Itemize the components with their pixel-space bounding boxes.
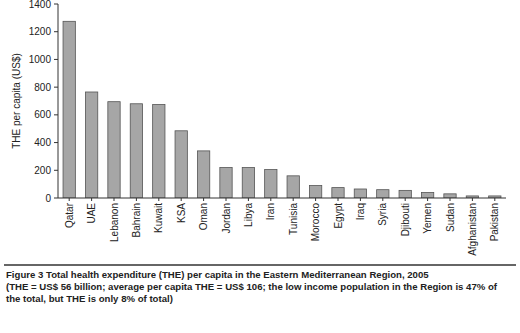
bar: [63, 21, 75, 198]
bar: [377, 190, 389, 198]
x-tick-label: Iran: [265, 203, 276, 220]
subtitle: (THE = US$ 56 billion; average per capit…: [6, 281, 514, 305]
x-tick-label: Djibouti: [400, 203, 411, 236]
x-tick: [248, 198, 249, 201]
y-tick-label: 0: [45, 193, 51, 204]
x-tick-label: Yemen: [422, 203, 433, 234]
y-axis: [58, 4, 59, 198]
x-tick: [270, 198, 271, 201]
x-tick: [69, 198, 70, 201]
x-tick-label: Jordan: [221, 203, 232, 234]
bar: [421, 192, 433, 198]
x-tick-label: Egypt: [333, 203, 344, 229]
bar: [130, 104, 142, 198]
bar: [108, 102, 120, 198]
x-tick-label: Sudan: [445, 203, 456, 232]
x-tick: [226, 198, 227, 201]
bar: [444, 194, 456, 198]
y-tick-label: 1400: [29, 0, 52, 10]
y-tick: [54, 4, 58, 5]
caption: Figure 3 Total health expenditure (THE) …: [6, 269, 514, 305]
x-tick-label: Libya: [243, 203, 254, 227]
y-tick: [54, 198, 58, 199]
y-tick: [54, 114, 58, 115]
x-tick-label: UAE: [86, 203, 97, 224]
bar: [85, 92, 97, 198]
x-tick-label: Kuwait: [153, 203, 164, 233]
x-tick: [293, 198, 294, 201]
x-tick: [450, 198, 451, 201]
x-axis: [58, 198, 506, 199]
x-tick: [360, 198, 361, 201]
bar: [242, 168, 254, 198]
y-tick: [54, 87, 58, 88]
bar: [354, 189, 366, 198]
x-tick-label: Afghanistan: [467, 203, 478, 256]
y-tick-label: 1200: [29, 26, 52, 37]
y-tick: [54, 59, 58, 60]
separator: [4, 264, 516, 266]
x-tick: [91, 198, 92, 201]
x-tick-label: Morocco: [310, 203, 321, 242]
x-tick-label: Syria: [377, 203, 388, 226]
x-tick: [382, 198, 383, 201]
x-tick: [136, 198, 137, 201]
bar: [220, 168, 232, 198]
x-tick-label: Tunisia: [288, 203, 299, 235]
x-tick: [427, 198, 428, 201]
x-tick-label: Qatar: [64, 202, 75, 228]
x-tick-label: Pakistan: [489, 203, 500, 241]
y-tick: [54, 31, 58, 32]
x-tick: [158, 198, 159, 201]
bar: [265, 170, 277, 198]
x-tick: [181, 198, 182, 201]
bar: [153, 104, 165, 198]
x-tick-label: Bahrain: [131, 203, 142, 237]
y-tick-label: 800: [34, 82, 51, 93]
x-tick: [315, 198, 316, 201]
bar: [175, 131, 187, 198]
y-tick: [54, 170, 58, 171]
bar: [332, 188, 344, 198]
y-tick-label: 600: [34, 109, 51, 120]
bar: [287, 176, 299, 198]
bars: [63, 21, 501, 198]
x-tick-label: Lebanon: [109, 203, 120, 242]
y-tick: [54, 142, 58, 143]
bar: [399, 190, 411, 198]
x-tick: [494, 198, 495, 201]
bar: [309, 186, 321, 198]
title: Figure 3 Total health expenditure (THE) …: [6, 269, 514, 281]
x-tick: [405, 198, 406, 201]
x-tick-label: KSA: [176, 203, 187, 223]
bar: [197, 151, 209, 198]
x-tick: [338, 198, 339, 201]
y-tick-label: 400: [34, 137, 51, 148]
x-tick-label: Oman: [198, 203, 209, 230]
x-tick: [203, 198, 204, 201]
y-tick-label: 1000: [29, 54, 52, 65]
y-axis-label: THE per capita (US$): [11, 53, 22, 149]
x-tick: [472, 198, 473, 201]
x-tick-label: Iraq: [355, 203, 366, 220]
y-tick-label: 200: [34, 165, 51, 176]
x-tick: [114, 198, 115, 201]
